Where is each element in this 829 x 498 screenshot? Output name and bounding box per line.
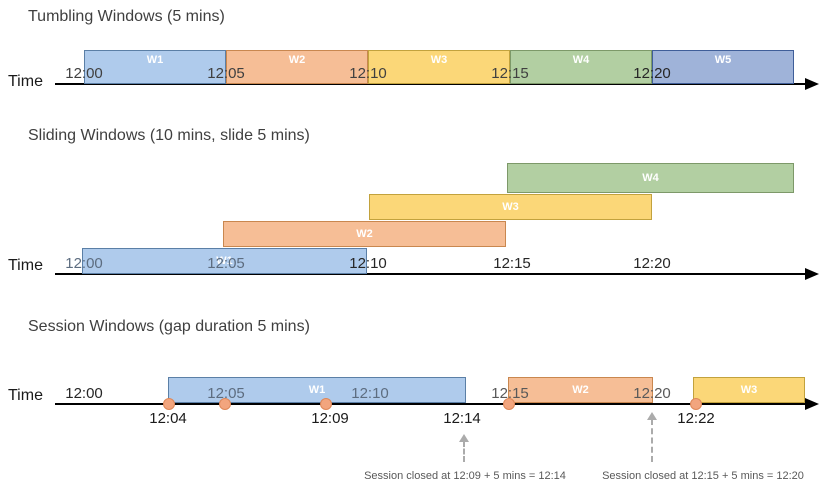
- event-dot: [690, 398, 702, 410]
- time-axis-line: [55, 273, 806, 275]
- window-w2-box: W2: [223, 221, 506, 247]
- window-w2-box: W2: [508, 377, 653, 403]
- event-time-label: 12:09: [311, 410, 349, 427]
- window-w1-box: W1: [84, 50, 226, 84]
- axis-tick-label: 12:05: [207, 65, 245, 82]
- axis-tick-label: 12:10: [351, 385, 389, 402]
- window-label: W1: [146, 54, 164, 66]
- time-axis-line: [55, 403, 806, 405]
- window-w2-box: W2: [226, 50, 368, 84]
- window-w4-box: W4: [507, 163, 794, 193]
- window-label: W2: [288, 54, 306, 66]
- annotation-arrowhead-icon: [647, 412, 657, 420]
- event-time-label: 12:22: [677, 410, 715, 427]
- section-title: Sliding Windows (10 mins, slide 5 mins): [28, 127, 310, 144]
- window-label: W2: [572, 384, 589, 396]
- event-dot: [219, 398, 231, 410]
- window-w3-box: W3: [693, 377, 805, 403]
- window-label: W4: [572, 54, 590, 66]
- event-time-label: 12:04: [149, 410, 187, 427]
- axis-tick-label: 12:00: [65, 65, 103, 82]
- axis-tick-label: 12:20: [633, 65, 671, 82]
- window-label: W5: [714, 54, 732, 66]
- axis-tick-label: 12:20: [633, 255, 671, 272]
- time-axis-label: Time: [8, 257, 43, 274]
- session-closed-annotation: Session closed at 12:09 + 5 mins = 12:14: [364, 470, 566, 482]
- event-dot: [503, 398, 515, 410]
- window-w4-box: W4: [510, 50, 652, 84]
- axis-tick-label: 12:05: [207, 385, 245, 402]
- event-time-label: 12:14: [443, 410, 481, 427]
- time-axis-arrowhead-icon: [805, 398, 819, 410]
- window-label: W2: [356, 228, 373, 240]
- event-dot: [163, 398, 175, 410]
- window-w5-box: W5: [652, 50, 794, 84]
- window-label: W3: [502, 201, 519, 213]
- window-label: W3: [430, 54, 448, 66]
- time-axis-arrowhead-icon: [805, 268, 819, 280]
- axis-tick-label: 12:15: [491, 385, 529, 402]
- annotation-arrowhead-icon: [459, 434, 469, 442]
- annotation-arrow-line: [463, 441, 465, 462]
- window-label: W1: [216, 255, 233, 267]
- time-axis-label: Time: [8, 73, 43, 90]
- window-w1-box: W1: [168, 377, 466, 403]
- event-dot: [320, 398, 332, 410]
- window-label: W3: [740, 384, 758, 396]
- time-axis-label: Time: [8, 387, 43, 404]
- axis-tick-label: 12:20: [633, 385, 671, 402]
- time-axis-arrowhead-icon: [805, 78, 819, 90]
- window-w3-box: W3: [368, 50, 510, 84]
- window-label: W4: [642, 172, 659, 184]
- axis-tick-label: 12:10: [349, 65, 387, 82]
- axis-tick-label: 12:05: [207, 255, 245, 272]
- session-closed-annotation: Session closed at 12:15 + 5 mins = 12:20: [602, 470, 804, 482]
- axis-tick-label: 12:10: [349, 255, 387, 272]
- section-title: Tumbling Windows (5 mins): [28, 8, 225, 25]
- annotation-arrow-line: [651, 419, 653, 462]
- axis-tick-label: 12:15: [491, 65, 529, 82]
- window-w1-box: W1: [82, 248, 367, 274]
- window-w3-box: W3: [369, 194, 652, 220]
- time-axis-line: [55, 83, 806, 85]
- window-label: W1: [308, 384, 326, 396]
- axis-tick-label: 12:15: [493, 255, 531, 272]
- axis-tick-label: 12:00: [65, 385, 103, 402]
- section-title: Session Windows (gap duration 5 mins): [28, 318, 310, 335]
- axis-tick-label: 12:00: [65, 255, 103, 272]
